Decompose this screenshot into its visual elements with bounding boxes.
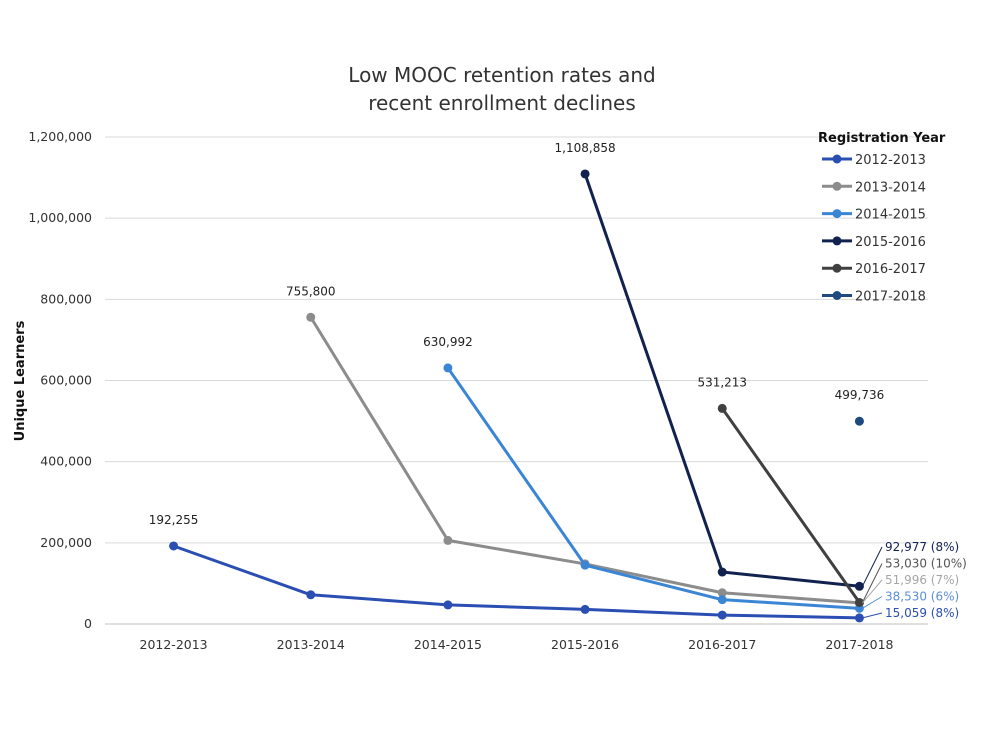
data-point: [580, 169, 590, 179]
data-label-2015-2016: 1,108,858: [555, 141, 616, 155]
y-tick-label: 0: [84, 616, 92, 631]
end-label-leader: [861, 563, 883, 603]
end-label-leader: [862, 596, 883, 609]
data-label-2016-2017: 531,213: [697, 375, 747, 389]
data-point: [443, 600, 453, 610]
data-point: [854, 597, 864, 607]
data-point: [717, 588, 727, 598]
y-tick-label: 200,000: [40, 535, 92, 550]
data-point: [717, 567, 727, 577]
data-point: [854, 416, 864, 426]
data-point: [717, 595, 727, 605]
y-tick-label: 600,000: [40, 373, 92, 388]
y-tick-label: 400,000: [40, 454, 92, 469]
y-tick-label: 800,000: [40, 291, 92, 306]
end-label-2014-2015: 38,530 (6%): [885, 590, 959, 604]
y-tick-label: 1,200,000: [28, 129, 92, 144]
data-point: [443, 535, 453, 545]
legend-swatch-marker: [832, 236, 842, 246]
gridlines: [105, 136, 928, 625]
series-line-2012-2013: [172, 544, 861, 620]
data-point: [854, 581, 864, 591]
y-tick-label: 1,000,000: [28, 210, 92, 225]
legend-title: Registration Year: [818, 131, 946, 146]
data-point: [443, 363, 453, 373]
legend-label-2012-2013: 2012-2013: [855, 153, 926, 168]
end-label-leader: [862, 579, 883, 604]
end-label-2016-2017: 53,030 (10%): [885, 557, 967, 571]
legend-label-2014-2015: 2014-2015: [855, 208, 926, 223]
x-tick-label: 2016-2017: [688, 637, 756, 652]
x-tick-label: 2015-2016: [551, 637, 619, 652]
legend-swatch-marker: [832, 154, 842, 164]
data-point: [580, 560, 590, 570]
series-group: [169, 169, 864, 623]
x-tick-label: 2012-2013: [140, 637, 208, 652]
end-label-leader: [861, 546, 883, 587]
series-line-2014-2015: [446, 366, 861, 610]
data-label-2012-2013: 192,255: [149, 513, 199, 527]
legend-swatch-marker: [832, 291, 842, 300]
data-point: [580, 604, 590, 614]
end-label-2015-2016: 92,977 (8%): [885, 540, 959, 554]
legend-swatch-marker: [832, 263, 842, 273]
legend-swatch-marker: [832, 181, 842, 191]
legend-label-2015-2016: 2015-2016: [855, 235, 926, 250]
data-point: [306, 312, 316, 322]
data-point: [306, 590, 316, 600]
chart-title-line-2: recent enrollment declines: [368, 91, 636, 115]
end-labels: 92,977 (8%) 53,030 (10%) 51,996 (7%) 38,530…: [861, 540, 967, 620]
x-tick-label: 2017-2018: [825, 637, 893, 652]
chart-title-line-1: Low MOOC retention rates and: [348, 63, 655, 87]
x-tick-label: 2014-2015: [414, 637, 482, 652]
data-point: [717, 610, 727, 620]
data-point: [169, 541, 179, 551]
start-labels: 192,255 755,800 630,992 1,108,858 531,213 499…: [149, 141, 884, 527]
legend-label-2017-2018: 2017-2018: [855, 290, 926, 305]
data-label-2014-2015: 630,992: [423, 335, 473, 349]
data-label-2013-2014: 755,800: [286, 284, 336, 298]
legend-swatch-marker: [832, 209, 842, 219]
data-point: [854, 613, 864, 623]
y-axis-label: Unique Learners: [13, 320, 28, 441]
y-axis-ticks: 0 200,000 400,000 600,000 800,000 1,000,000 1,…: [28, 129, 92, 631]
end-label-2012-2013: 15,059 (8%): [885, 606, 959, 620]
data-point: [717, 403, 727, 413]
legend-label-2016-2017: 2016-2017: [855, 262, 926, 277]
x-tick-label: 2013-2014: [277, 637, 345, 652]
end-label-leader: [862, 612, 883, 619]
data-label-2017-2018: 499,736: [835, 388, 885, 402]
end-label-2013-2014: 51,996 (7%): [885, 573, 959, 587]
x-axis-ticks: 2012-2013 2013-2014 2014-2015 2015-2016 2016…: [140, 637, 894, 652]
legend: Registration Year 2012-2013 2013-2014 2014…: [818, 131, 946, 305]
legend-label-2013-2014: 2013-2014: [855, 180, 926, 195]
series-line-2016-2017: [720, 406, 861, 604]
